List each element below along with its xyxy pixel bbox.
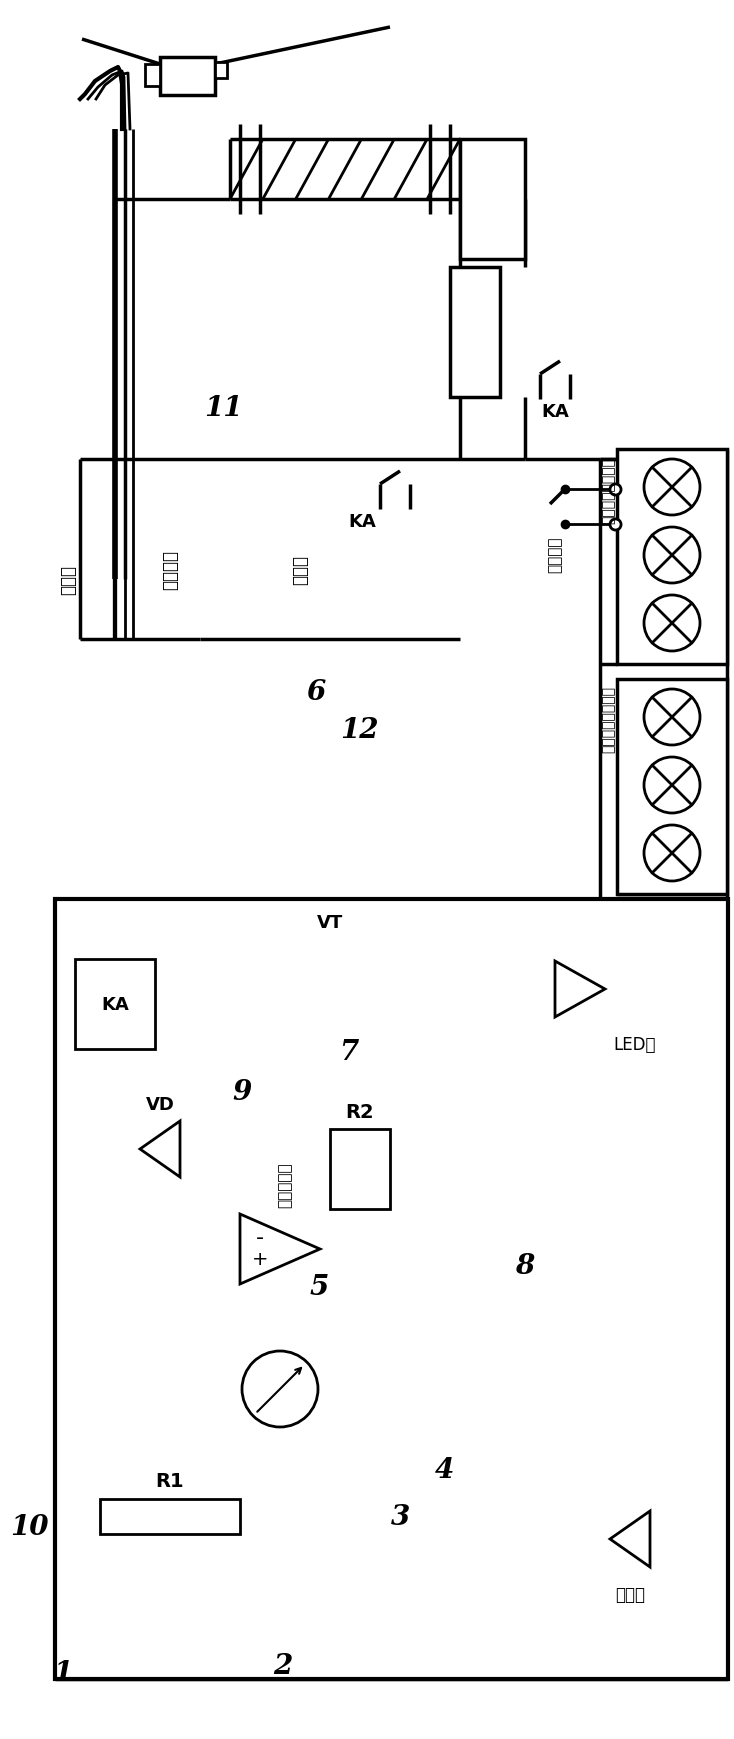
Text: VT: VT [317, 913, 343, 932]
Text: LED灯: LED灯 [614, 1035, 656, 1054]
Bar [55, 899, 728, 1680]
Text: KA: KA [541, 403, 569, 421]
Circle shape [644, 527, 700, 584]
Text: 6: 6 [306, 678, 325, 706]
Polygon shape [140, 1122, 180, 1177]
Text: 9: 9 [233, 1078, 252, 1106]
Text: 电压比较器: 电压比较器 [277, 1162, 293, 1207]
Text: 8: 8 [515, 1252, 534, 1280]
Polygon shape [555, 962, 605, 1017]
Circle shape [644, 459, 700, 516]
Circle shape [644, 690, 700, 746]
Bar [145, 64, 160, 87]
Text: 2: 2 [273, 1652, 292, 1680]
Polygon shape [610, 1511, 650, 1567]
Text: +: + [252, 1250, 268, 1269]
Circle shape [242, 1351, 318, 1428]
Circle shape [644, 826, 700, 882]
Bar [460, 139, 525, 259]
Polygon shape [240, 1214, 320, 1285]
Text: 转向开关: 转向开关 [548, 536, 562, 572]
Circle shape [644, 596, 700, 652]
Text: 3: 3 [390, 1502, 410, 1530]
Text: VD: VD [145, 1096, 175, 1113]
Bar [215, 63, 227, 78]
Text: 右转向灯和指示灯: 右转向灯和指示灯 [601, 456, 615, 523]
Text: 1: 1 [53, 1659, 72, 1687]
Bar [450, 268, 500, 398]
Text: R2: R2 [346, 1103, 374, 1122]
Text: 4: 4 [435, 1456, 454, 1483]
Text: 附加电阻: 附加电阻 [161, 550, 179, 590]
Bar [100, 1499, 240, 1534]
Text: KA: KA [348, 513, 376, 530]
Bar [617, 450, 727, 664]
Text: 10: 10 [10, 1513, 48, 1541]
Text: R1: R1 [156, 1471, 184, 1490]
Text: 左转向灯和指示灯: 左转向灯和指示灯 [601, 687, 615, 753]
Text: 5: 5 [310, 1273, 329, 1301]
Bar [330, 1129, 390, 1209]
Circle shape [644, 758, 700, 814]
Text: 11: 11 [205, 395, 243, 423]
Text: 接线柱: 接线柱 [291, 555, 309, 584]
Text: 稳压管: 稳压管 [615, 1584, 645, 1603]
Text: 调节片: 调节片 [59, 565, 77, 595]
Text: 7: 7 [339, 1038, 358, 1066]
Text: 12: 12 [341, 716, 379, 744]
Bar [160, 57, 215, 96]
Bar [75, 960, 155, 1049]
Text: -: - [256, 1228, 264, 1247]
Text: KA: KA [101, 995, 129, 1014]
Bar [617, 680, 727, 894]
